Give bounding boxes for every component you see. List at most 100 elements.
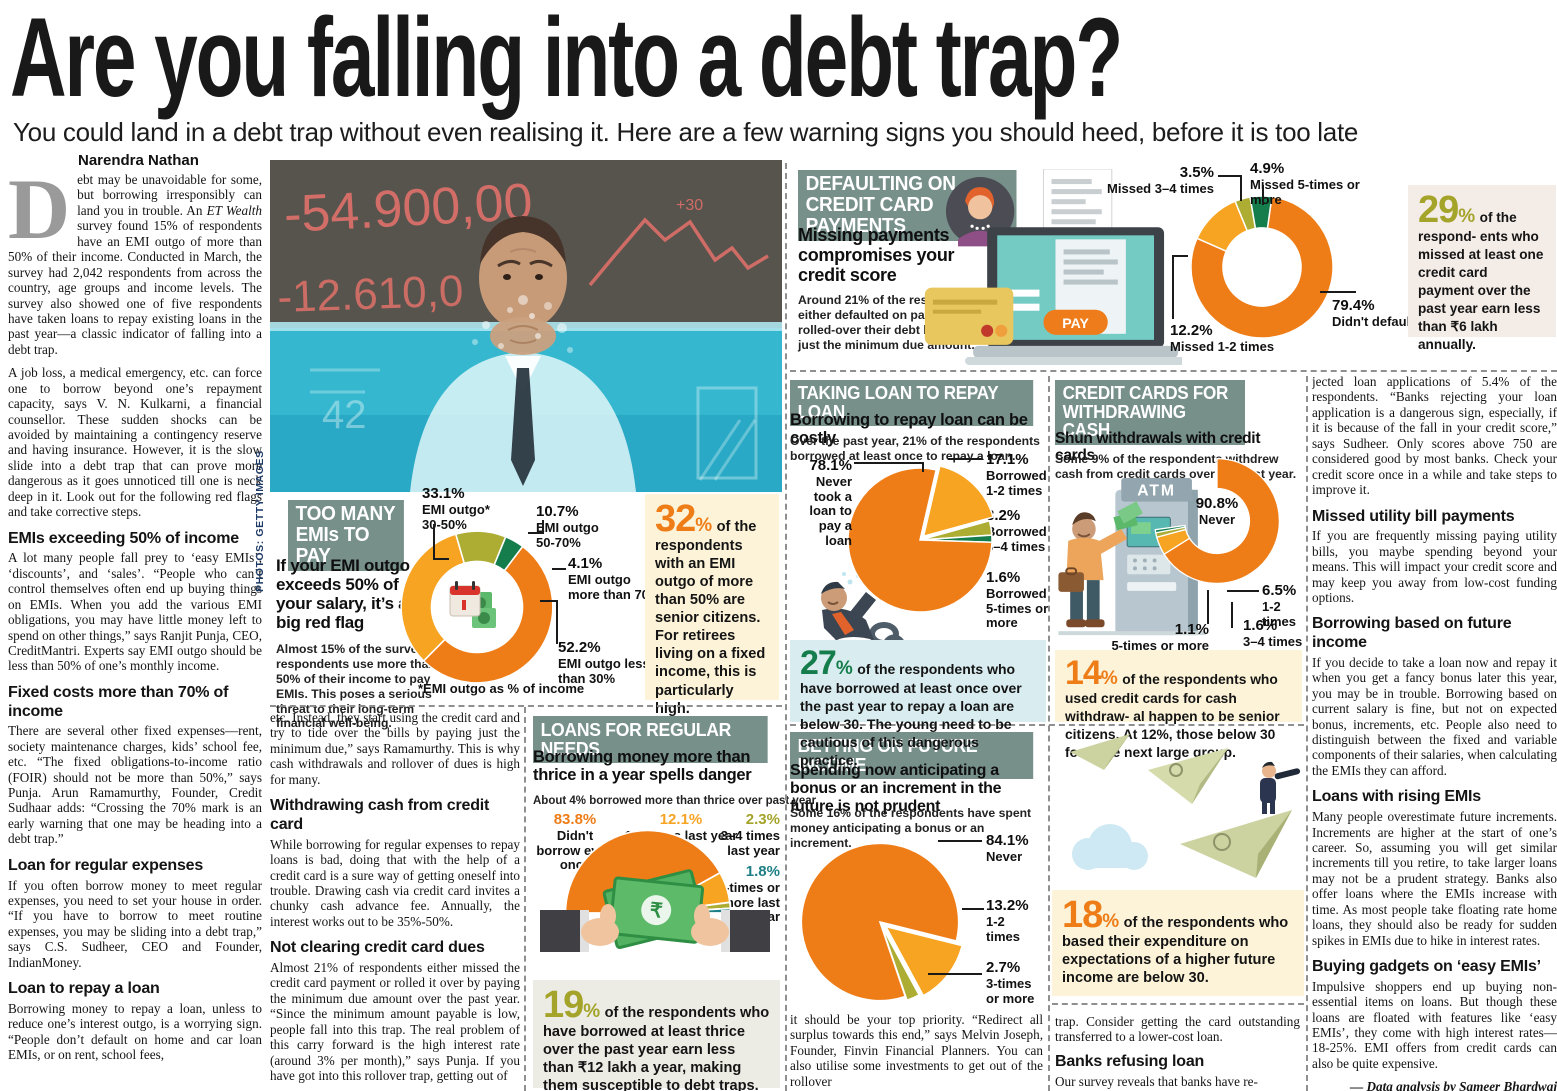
divider	[1048, 376, 1050, 1091]
chart-label: 4.1% EMI outgo more than 70%	[568, 555, 661, 602]
drop-cap: D	[8, 172, 71, 257]
chart-label: 79.4% Didn't default	[1332, 297, 1415, 329]
section-heading: Buying gadgets on ‘easy EMIs’	[1312, 958, 1541, 975]
section-heading: Withdrawing cash from credit card	[270, 797, 490, 833]
cash-withdrawal-gauge-chart	[1152, 456, 1282, 586]
chart-label: 52.2% EMI outgo less than 30%	[558, 639, 650, 686]
leader-line	[922, 462, 924, 472]
section-heading: Not clearing credit card dues	[270, 939, 485, 957]
default-callout-box: 29% of the respond- ents who missed at l…	[1408, 185, 1556, 352]
divider	[1306, 376, 1308, 1091]
leader-line	[1262, 185, 1264, 205]
leader-line	[556, 600, 558, 644]
section-heading: Loans with rising EMIs	[1312, 788, 1481, 806]
leader-line	[948, 458, 982, 460]
article-column-5: jected loan applications of 5.4% of the …	[1312, 374, 1557, 1091]
section-body: A lot many people fall prey to ‘easy EMI…	[8, 550, 262, 674]
section-body: Borrowing money to repay a loan, unless …	[8, 1000, 262, 1063]
chart-label: 6.5% 1-2 times	[1262, 582, 1297, 629]
percent-sign: %	[835, 658, 853, 679]
future-income-pie-chart	[798, 840, 964, 1004]
section-body: Many people overestimate future incremen…	[1312, 809, 1557, 948]
divider	[524, 707, 526, 1091]
intro-paragraph-2: A job loss, a medical emergency, etc. ca…	[8, 365, 262, 520]
chart-label: 1.1% 5-times or more	[1111, 621, 1209, 653]
section-body: If you often borrow money to meet regula…	[8, 877, 262, 970]
section-subhead: If your EMI outgo exceeds 50% of your sa…	[276, 556, 410, 633]
leader-line	[542, 520, 544, 534]
chart-label: 84.1% Never	[986, 832, 1029, 864]
leader-line	[552, 568, 566, 570]
callout-text: of the respondents with an EMI outgo of …	[655, 519, 766, 717]
section-subhead: Shun withdrawals with credit cards	[1055, 430, 1261, 465]
divider	[785, 163, 787, 1091]
section-body: If you are frequently missing paying uti…	[1312, 528, 1557, 605]
callout-text: of the respondents who have borrowed at …	[800, 661, 1022, 768]
chart-label: 33.1% EMI outgo* 30-50%	[422, 485, 490, 532]
leader-line	[1240, 175, 1242, 201]
percent-sign: %	[1100, 668, 1118, 689]
leader-line	[928, 973, 982, 975]
percent-sign: %	[583, 1001, 601, 1022]
section-badge: BETTING ON FUTURE INCOME	[790, 732, 1034, 780]
drowning-man-photo: -54.900,00 -12.610,0 +30 42	[254, 160, 782, 592]
svg-text:₹: ₹	[649, 900, 664, 923]
section-defaulting: DEFAULTING ON CREDIT CARD PAYMENTS Missi…	[792, 160, 1557, 368]
chart-label: 2.3% 3–4 times last year	[720, 811, 780, 858]
leader-line	[540, 600, 558, 602]
divider	[790, 370, 1557, 372]
leader-line	[1207, 590, 1209, 624]
section-subhead: Borrowing to repay loan can be costly	[790, 411, 1028, 448]
callout-text: of the respondents who based their expen…	[1062, 915, 1289, 987]
percent-sign: %	[1458, 206, 1476, 227]
section-body: etc. Instead, they start using the credi…	[270, 710, 520, 787]
article-column-3: it should be your top priority. “Redirec…	[790, 1012, 1043, 1091]
percent-sign: %	[1102, 911, 1120, 932]
section-heading: EMIs exceeding 50% of income	[8, 529, 239, 547]
chart-label: 3.2% Borrowed 3–4 times	[986, 507, 1047, 554]
leader-line	[1231, 602, 1233, 628]
laptop-pay-illustration: PAY	[924, 169, 1182, 365]
section-body: it should be your top priority. “Redirec…	[790, 1012, 1043, 1089]
section-note: Almost 15% of the survey respondents use…	[276, 642, 436, 731]
cash-callout-box: 14% of the respondents who used credit c…	[1055, 650, 1302, 760]
callout-number: 29	[1418, 189, 1459, 231]
section-heading: Fixed costs more than 70% of income	[8, 683, 229, 720]
section-body: Almost 21% of respondents either missed …	[270, 959, 520, 1084]
chart-footnote: *EMI outgo as % of income	[418, 681, 585, 696]
money-planes-illustration	[1070, 734, 1301, 878]
callout-text: of the respond- ents who missed at least…	[1418, 210, 1544, 352]
svg-text:42: 42	[322, 393, 367, 437]
section-too-many-emis: TOO MANY EMIs TO PAY If your EMI outgo e…	[270, 485, 782, 730]
callout-number: 32	[655, 498, 696, 540]
section-heading: Banks refusing loan	[1055, 1052, 1205, 1070]
byline: Narendra Nathan	[78, 152, 199, 169]
leader-line	[1172, 255, 1188, 257]
leader-line	[1172, 255, 1174, 319]
section-note: About 4% borrowed more than thrice over …	[533, 795, 819, 807]
leader-line	[854, 462, 924, 464]
svg-text:PAY: PAY	[1062, 315, 1089, 331]
calendar-money-icon	[449, 581, 496, 628]
callout-number: 14	[1065, 654, 1102, 692]
leader-line	[1218, 175, 1242, 177]
hands-money-illustration: ₹	[540, 869, 770, 952]
leader-line	[962, 908, 984, 910]
section-body: jected loan applications of 5.4% of the …	[1312, 374, 1557, 498]
card-default-donut-chart	[1188, 193, 1336, 341]
photo-illustration: -54.900,00 -12.610,0 +30 42	[270, 160, 782, 492]
chart-label: 17.1% Borrowed 1-2 times	[986, 451, 1047, 498]
loan-repay-pie-chart	[845, 465, 995, 615]
chart-label: 90.8% Never	[1195, 495, 1239, 527]
section-subhead: Missing payments compromises your credit…	[798, 225, 955, 286]
data-analysis-credit: — Data analysis by Sameer Bhardwaj	[1350, 1079, 1557, 1091]
section-heading: Loan for regular expenses	[8, 856, 204, 874]
section-body: While borrowing for regular expenses to …	[270, 836, 520, 929]
svg-text:ATM: ATM	[1137, 483, 1176, 500]
regular-callout-box: 19% of the respondents who have borrowed…	[533, 980, 780, 1091]
callout-number: 18	[1062, 894, 1103, 936]
chart-label: 2.7% 3-times or more	[986, 959, 1035, 1006]
callout-number: 27	[800, 644, 837, 682]
chart-label: 1.6% Borrowed 5-times or more	[986, 569, 1049, 631]
